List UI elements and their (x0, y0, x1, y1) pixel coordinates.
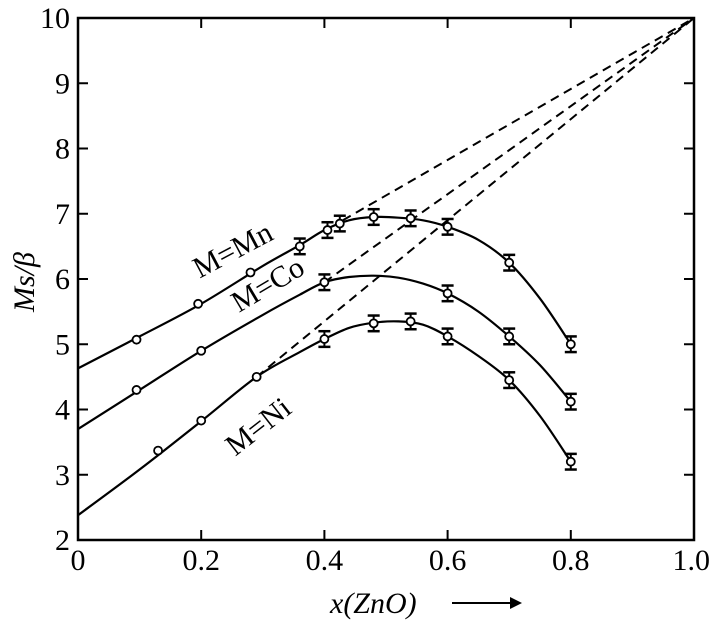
x-axis-label: x(ZnO) (329, 587, 417, 620)
series-mn-point (322, 225, 333, 235)
y-tick-label: 7 (55, 198, 70, 231)
x-axis-arrow (452, 597, 522, 609)
y-tick-label: 3 (55, 459, 70, 492)
series-ni-point (251, 371, 262, 382)
labels-group: M=MnM=CoM=Ni (187, 216, 310, 463)
series-mn-point (245, 267, 256, 278)
series-co-point (442, 288, 453, 299)
curves-group (77, 17, 695, 517)
series-co-point (131, 385, 142, 395)
y-tick-label: 6 (55, 263, 70, 296)
series-co-extrapolation (323, 17, 695, 284)
series-mn-point (565, 339, 576, 350)
y-tick-label: 9 (55, 67, 70, 100)
series-ni-point (405, 316, 416, 327)
series-mn-point (131, 334, 142, 345)
series-ni-point (504, 375, 515, 386)
x-tick-label: 0.6 (429, 544, 467, 577)
series-ni-point (565, 456, 576, 467)
series-ni-point (153, 445, 163, 456)
series-mn-extrapolation (342, 17, 695, 222)
ticks-group: 0 0.2 0.4 0.6 0.8 1.0 2 3 4 5 6 7 8 9 10 (40, 2, 710, 577)
series-mn-point (294, 241, 305, 252)
series-ni-point (368, 318, 379, 329)
series-ni-point (442, 331, 453, 342)
series-ni-extrapolation (256, 17, 695, 378)
plot-frame (76, 16, 696, 542)
y-axis-label: Ms/β (8, 252, 41, 313)
y-tick-label: 4 (55, 394, 70, 427)
x-tick-label: 0.4 (306, 544, 344, 577)
series-ni-curve (77, 320, 572, 517)
x-tick-label: 0 (71, 544, 86, 577)
series-mn-point (442, 221, 453, 232)
x-tick-label: 0.8 (552, 544, 590, 577)
x-tick-label: 1.0 (673, 544, 711, 577)
series-mn-point (368, 212, 379, 222)
series-co-curve (77, 274, 572, 431)
x-tick-label: 0.2 (182, 544, 220, 577)
y-tick-label: 10 (40, 2, 70, 35)
series-ni-point (196, 415, 207, 426)
series-ni-point (319, 334, 330, 344)
series-ni-label: M=Ni (219, 391, 297, 462)
y-tick-label: 2 (55, 524, 70, 557)
series-mn-point (405, 213, 416, 224)
plot-frame-group (76, 16, 696, 542)
series-mn-point (193, 298, 204, 309)
y-tick-label: 8 (55, 133, 70, 166)
series-mn-point (504, 257, 515, 268)
y-tick-label: 5 (55, 328, 70, 361)
markers-group (131, 207, 577, 471)
series-co-point (565, 396, 576, 407)
series-co-point (196, 345, 207, 356)
series-co-point (504, 331, 515, 342)
series-mn-point (334, 218, 345, 229)
series-co-point (319, 277, 330, 288)
